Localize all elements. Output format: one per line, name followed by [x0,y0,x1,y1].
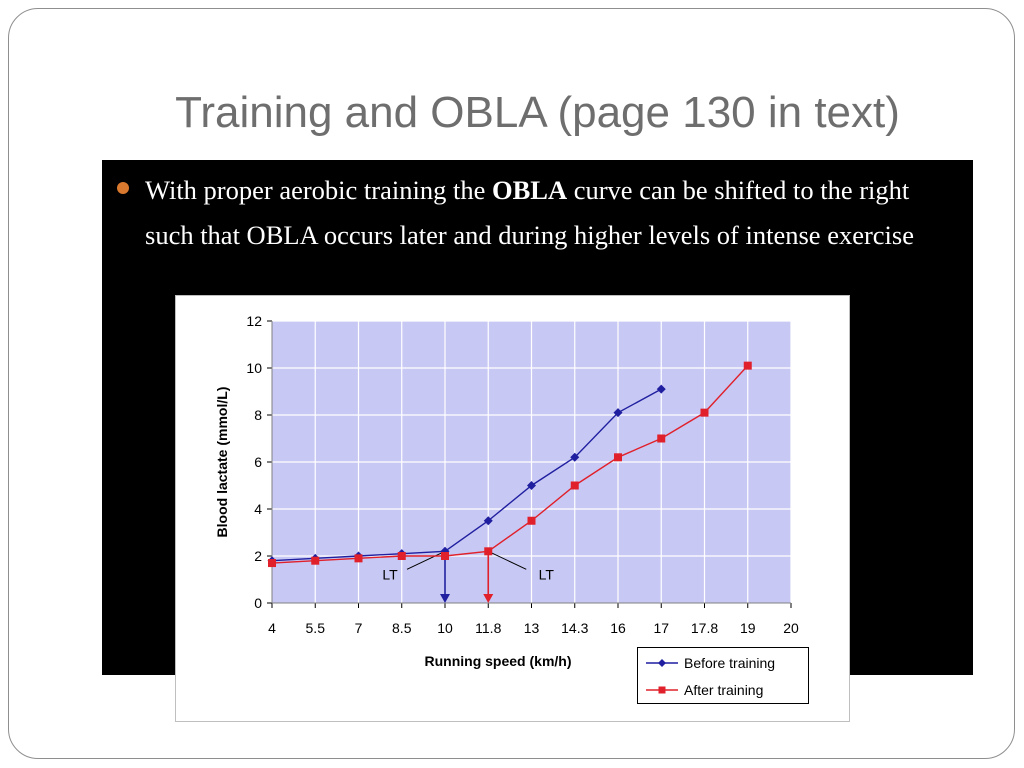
y-tick-label: 6 [254,454,262,470]
after-training-point [700,408,709,417]
after-training-point [354,554,363,563]
x-tick-label: 7 [355,620,363,636]
after-training-point [614,453,622,462]
legend-item-after-training: After training [644,680,809,700]
x-axis-label: Running speed (km/h) [425,653,572,669]
after-training-line [271,365,749,564]
after-training-point [484,547,493,556]
lt-leader-line [406,550,446,570]
y-axis-label: Blood lactate (mmol/L) [214,387,230,538]
series-layer [267,361,752,568]
after-training-point [397,552,406,560]
after-training-point [268,559,276,568]
x-tick-label: 16 [610,620,626,636]
before-training-line [271,388,662,562]
x-tick-label: 8.5 [392,620,412,636]
annotation-layer: LT LT [382,550,555,603]
before-training-point [613,408,623,418]
legend-label-after-training: After training [684,682,764,698]
lt-arrowhead [483,594,494,603]
legend-item-before-training: Before training [644,653,809,673]
y-tick-label: 0 [254,595,262,611]
y-tick-label: 8 [254,407,262,423]
x-tick-label: 10 [437,620,453,636]
x-tick-label: 17 [653,620,669,636]
y-tick-label: 4 [254,501,262,517]
slide-title: Training and OBLA (page 130 in text) [175,88,900,137]
x-tick-label: 19 [740,620,756,636]
before-training-point [570,452,580,462]
after-training-point [527,516,536,525]
lt-arrowhead [440,594,450,603]
x-tick-label: 13 [524,620,540,636]
chart-legend: Before training After training [637,647,809,704]
x-tick-label: 20 [783,620,799,636]
lt-label: LT [382,566,398,582]
diamond-marker-icon [646,659,678,667]
lt-label: LT [539,566,555,582]
before-training-point [527,481,536,490]
x-tick-label: 14.3 [561,620,588,636]
x-tick-label: 11.8 [475,620,501,636]
after-training-point [657,434,666,443]
bullet-text-after: curve can be shifted to the right such t… [145,175,914,250]
after-training-point [570,481,579,490]
y-tick-label: 2 [254,548,262,564]
after-training-point [311,556,320,565]
bullet-text-bold: OBLA [491,175,568,205]
y-tick-label: 10 [246,360,262,376]
x-tick-label: 4 [268,620,276,636]
square-marker-icon [646,686,678,694]
bullet-icon [117,182,129,194]
before-training-point [656,384,666,394]
bullet-text: With proper aerobic training the OBLA cu… [145,168,960,258]
lactate-chart: 0 2 4 6 8 10 12 4 5.5 7 8.5 10 11.8 13 14.3 16 17 17.8 19 2… [214,313,799,669]
lt-leader-line [488,550,527,570]
y-tick-label: 12 [246,313,262,329]
after-training-point [743,361,752,370]
axis-layer: 0 2 4 6 8 10 12 4 5.5 7 8.5 10 11.8 13 14.3 16 17 17.8 19 2… [246,313,799,636]
x-tick-label: 17.8 [691,620,718,636]
bullet-text-before: With proper aerobic training the [145,175,492,205]
x-tick-label: 5.5 [306,620,326,636]
after-training-point [441,552,449,560]
before-training-point [483,516,493,526]
legend-label-before-training: Before training [684,655,776,671]
